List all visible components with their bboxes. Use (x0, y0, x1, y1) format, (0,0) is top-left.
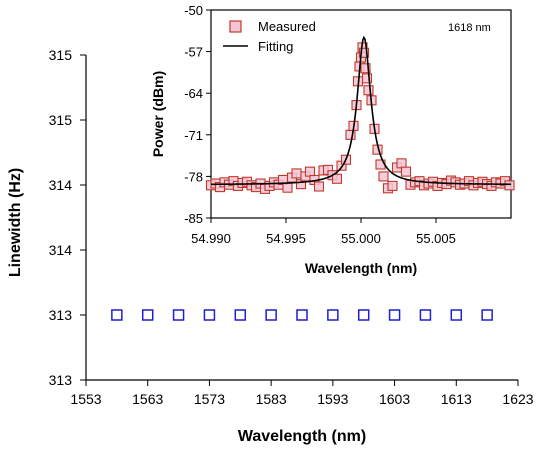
main-data-point (172, 309, 185, 321)
inset-y-tick-label: -71 (184, 128, 203, 143)
legend-measured-label: Measured (258, 19, 316, 34)
main-x-tick-label: 1613 (441, 391, 472, 407)
inset-measured-point (282, 182, 293, 193)
inset-x-tick-label: 55.005 (416, 231, 456, 246)
inset-fitting-line (211, 35, 512, 186)
inset-measured-point (313, 181, 325, 192)
main-x-tick-label: 1583 (256, 391, 287, 407)
inset-y-tick-label: -50 (184, 3, 203, 18)
main-y-tick-label: 313 (49, 307, 73, 323)
inset-x-tick-label: 54.995 (266, 231, 306, 246)
inset-y-tick-label: -64 (184, 86, 203, 101)
main-x-tick-label: 1563 (132, 391, 163, 407)
main-data-point (327, 309, 339, 321)
main-y-axis-title: Linewidth (Hz) (7, 168, 24, 277)
main-y-tick-label: 315 (49, 112, 73, 128)
inset-y-axis-title: Power (dBm) (150, 71, 166, 157)
main-y-tick-label: 315 (49, 47, 73, 63)
inset-x-tick-label: 54.990 (191, 231, 231, 246)
main-x-tick-label: 1573 (194, 391, 225, 407)
main-x-tick-label: 1553 (70, 391, 101, 407)
inset-measured-point (360, 63, 371, 74)
main-x-axis-title: Wavelength (nm) (238, 428, 366, 445)
inset-y-tick-label: -85 (184, 211, 203, 226)
inset-measured-point (378, 171, 389, 182)
legend-measured-marker (229, 20, 242, 33)
main-x-tick-label: 1623 (502, 391, 533, 407)
main-y-tick-label: 314 (49, 177, 73, 193)
inset-measured-point (304, 166, 316, 177)
main-data-point (111, 309, 123, 321)
inset-background (150, 3, 520, 282)
main-y-tick-label: 313 (49, 372, 73, 388)
inset-y-tick-label: -57 (184, 45, 203, 60)
inset-measured-point (363, 85, 374, 96)
main-data-point (296, 309, 308, 321)
inset-measured-point (291, 168, 302, 179)
main-data-point (141, 309, 154, 321)
inset-annotation: 1618 nm (448, 22, 491, 34)
inset-measured-point (361, 73, 373, 84)
main-data-point (450, 309, 463, 321)
main-data-point (481, 309, 493, 321)
inset-y-tick-label: -78 (184, 169, 203, 184)
inset-measured-point (396, 158, 407, 169)
inset-measured-point (504, 180, 515, 191)
inset-x-axis-title: Wavelength (nm) (305, 260, 417, 276)
main-x-tick-label: 1603 (379, 391, 410, 407)
main-data-point (419, 309, 432, 321)
main-data-point (234, 309, 247, 321)
main-data-point (265, 309, 277, 321)
main-data-point (388, 309, 401, 321)
main-x-tick-label: 1593 (317, 391, 348, 407)
main-y-tick-label: 314 (49, 242, 73, 258)
legend-fitting-label: Fitting (258, 39, 293, 54)
main-data-point (203, 309, 216, 321)
inset-measured-point (387, 180, 398, 191)
main-data-point (357, 309, 370, 321)
inset-x-tick-label: 55.000 (341, 231, 381, 246)
inset-measured-point (331, 173, 343, 184)
inset-measured-point (400, 166, 412, 177)
inset-measured-point (358, 47, 370, 58)
